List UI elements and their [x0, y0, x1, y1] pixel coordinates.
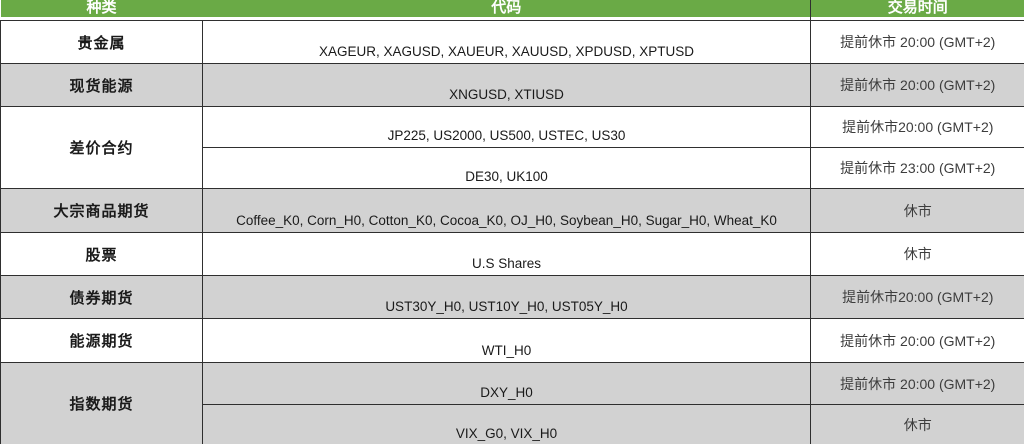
- time-cell: 休市: [810, 404, 1024, 444]
- category-cell: 股票: [0, 232, 203, 276]
- table-row-precious-metals: 贵金属 XAGEUR, XAGUSD, XAUEUR, XAUUSD, XPDU…: [0, 20, 1024, 64]
- table-header: 种类 代码 交易时间: [0, 0, 1024, 21]
- codes-cell: DXY_H0: [202, 362, 811, 405]
- table-row-index-futures-1: 指数期货 DXY_H0 提前休市 20:00 (GMT+2): [0, 362, 1024, 444]
- category-cell: 指数期货: [0, 362, 203, 444]
- table-row-energy-futures: 能源期货 WTI_H0 提前休市 20:00 (GMT+2): [0, 318, 1024, 363]
- table-row-bond-futures: 债券期货 UST30Y_H0, UST10Y_H0, UST05Y_H0 提前休…: [0, 275, 1024, 319]
- time-cell: 提前休市 20:00 (GMT+2): [810, 362, 1024, 405]
- table-row-shares: 股票 U.S Shares 休市: [0, 232, 1024, 276]
- column-header-category: 种类: [0, 0, 203, 21]
- codes-cell: DE30, UK100: [202, 147, 811, 189]
- time-cell: 休市: [810, 188, 1024, 233]
- column-header-codes: 代码: [202, 0, 811, 21]
- codes-cell: VIX_G0, VIX_H0: [202, 404, 811, 444]
- time-cell: 提前休市20:00 (GMT+2): [810, 275, 1024, 319]
- time-cell: 提前休市 20:00 (GMT+2): [810, 63, 1024, 107]
- category-cell: 贵金属: [0, 20, 203, 64]
- codes-cell: UST30Y_H0, UST10Y_H0, UST05Y_H0: [202, 275, 811, 319]
- column-header-trading-time: 交易时间: [810, 0, 1024, 21]
- time-cell: 提前休市 20:00 (GMT+2): [810, 20, 1024, 64]
- table-row-commodity-futures: 大宗商品期货 Coffee_K0, Corn_H0, Cotton_K0, Co…: [0, 188, 1024, 233]
- time-cell: 提前休市 20:00 (GMT+2): [810, 318, 1024, 363]
- table-row-cfd-1: 差价合约 JP225, US2000, US500, USTEC, US30 提…: [0, 106, 1024, 189]
- codes-cell: JP225, US2000, US500, USTEC, US30: [202, 106, 811, 148]
- category-cell: 债券期货: [0, 275, 203, 319]
- time-cell: 休市: [810, 232, 1024, 276]
- category-cell: 差价合约: [0, 106, 203, 189]
- codes-cell: U.S Shares: [202, 232, 811, 276]
- codes-cell: Coffee_K0, Corn_H0, Cotton_K0, Cocoa_K0,…: [202, 188, 811, 233]
- category-cell: 现货能源: [0, 63, 203, 107]
- table-row-index-futures-2: VIX_G0, VIX_H0 休市: [1, 404, 1024, 444]
- codes-cell: WTI_H0: [202, 318, 811, 363]
- time-cell: 提前休市 23:00 (GMT+2): [810, 147, 1024, 189]
- codes-cell: XAGEUR, XAGUSD, XAUEUR, XAUUSD, XPDUSD, …: [202, 20, 811, 64]
- time-cell: 提前休市20:00 (GMT+2): [810, 106, 1024, 148]
- header-row: 种类 代码 交易时间: [0, 0, 1024, 21]
- codes-cell: XNGUSD, XTIUSD: [202, 63, 811, 107]
- table-row-spot-energy: 现货能源 XNGUSD, XTIUSD 提前休市 20:00 (GMT+2): [0, 63, 1024, 107]
- category-cell: 大宗商品期货: [0, 188, 203, 233]
- category-cell: 能源期货: [0, 318, 203, 363]
